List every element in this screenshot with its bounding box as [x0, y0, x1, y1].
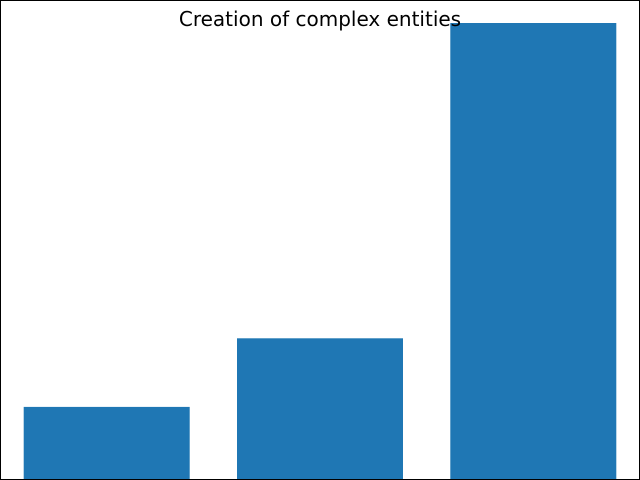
- bar-1: [23, 406, 190, 480]
- bar-3: [450, 23, 617, 480]
- bar-2: [237, 338, 403, 480]
- chart-title: Creation of complex entities: [178, 7, 462, 31]
- bars-group: [23, 23, 617, 480]
